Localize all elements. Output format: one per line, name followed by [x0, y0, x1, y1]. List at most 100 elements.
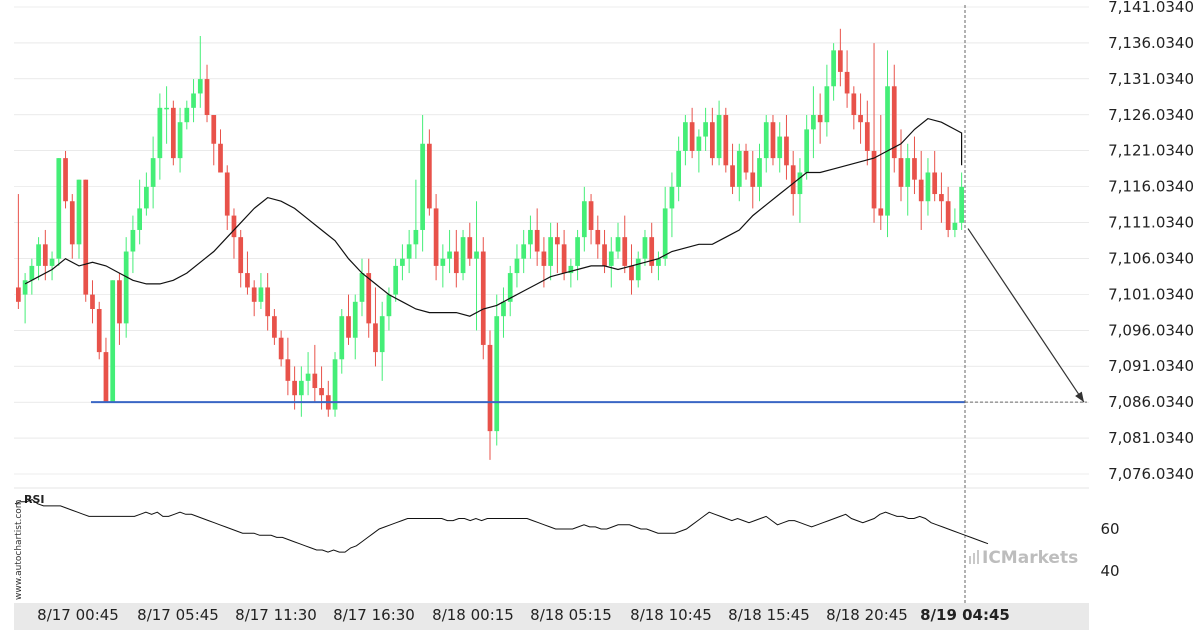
candle-body [837, 50, 843, 72]
candle-body [258, 287, 264, 302]
candle-body [507, 273, 513, 302]
candle-body [319, 388, 324, 396]
candle-body [90, 294, 95, 309]
candle-body [581, 201, 587, 238]
candle-body [298, 380, 304, 396]
candle-body [56, 158, 62, 259]
candle-body [447, 251, 452, 259]
price-tick-label: 7,141.0340 [1108, 0, 1194, 16]
price-tick-label: 7,121.0340 [1108, 142, 1194, 160]
price-tick-label: 7,111.0340 [1108, 214, 1194, 232]
rsi-label: RSI [24, 493, 45, 506]
candle-body [379, 316, 385, 353]
price-tick-label: 7,101.0340 [1108, 285, 1194, 303]
time-tick-label: 8/19 04:45 [920, 606, 1010, 624]
candle-body [16, 287, 21, 302]
candle-body [406, 244, 412, 259]
candle-body [480, 251, 486, 345]
candle-body [96, 308, 102, 353]
candle-body [251, 287, 257, 302]
candle-body [352, 301, 358, 338]
brand-bar-icon-3 [977, 550, 979, 564]
price-tick-label: 7,131.0340 [1108, 70, 1194, 88]
candle-body [285, 359, 291, 381]
price-tick-label: 7,116.0340 [1108, 178, 1194, 196]
candle-body [777, 136, 783, 159]
candle-body [49, 258, 55, 266]
rsi-tick-label: 60 [1100, 520, 1119, 538]
candle-body [63, 158, 68, 202]
candle-body [824, 86, 830, 123]
candle-body [683, 122, 688, 151]
candle-body [164, 107, 169, 110]
time-axis-labels: 8/17 00:45 8/17 05:45 8/17 11:30 8/17 16:30… [37, 606, 1010, 624]
candle-body [669, 186, 675, 209]
candle-body [905, 158, 911, 187]
projection-arrow [967, 228, 1085, 403]
candle-body [709, 122, 715, 159]
candle-body [817, 115, 823, 123]
candle-body [831, 50, 836, 87]
candle-body [312, 373, 318, 389]
candle-body [184, 107, 190, 123]
candle-body [197, 79, 203, 94]
candle-body [433, 208, 439, 266]
brand-text: ICMarkets [982, 548, 1078, 568]
candle-body [602, 244, 607, 266]
candle-body [656, 258, 661, 266]
candle-body [959, 186, 964, 223]
candle-body [170, 107, 176, 159]
candle-body [898, 158, 904, 187]
candle-body [595, 229, 601, 245]
candle-body [608, 251, 614, 266]
brand-bar-icon [969, 556, 971, 564]
candle-body [811, 115, 816, 130]
candle-body [150, 158, 156, 187]
candle-body [514, 258, 520, 274]
candle-body [662, 208, 668, 259]
price-axis-bg [1089, 0, 1200, 630]
candle-body [123, 251, 129, 324]
candle-body [332, 359, 338, 410]
candle-body [804, 129, 810, 173]
brand-bar-icon-2 [973, 553, 975, 564]
candle-body [427, 143, 432, 209]
candle-body [474, 251, 479, 259]
candle-body [649, 237, 655, 266]
candle-body [575, 237, 580, 266]
candle-body [912, 158, 917, 180]
candle-body [69, 201, 75, 245]
candle-body [42, 244, 48, 266]
time-tick-label: 8/17 16:30 [333, 606, 415, 624]
candle-body [939, 194, 944, 202]
candle-body [629, 265, 634, 281]
candle-body [83, 179, 89, 295]
time-tick-label: 8/17 11:30 [235, 606, 317, 624]
price-tick-label: 7,086.0340 [1108, 393, 1194, 411]
time-tick-label: 8/18 15:45 [728, 606, 810, 624]
candle-body [568, 265, 574, 274]
rsi-axis-labels: 60 40 [1100, 520, 1119, 580]
candle-body [413, 229, 419, 245]
candle-body [730, 165, 735, 187]
candle-body [770, 122, 776, 159]
price-tick-label: 7,091.0340 [1108, 357, 1194, 375]
candle-body [548, 237, 553, 266]
candle-body [265, 287, 271, 317]
candle-body [528, 229, 533, 245]
candle-body [696, 136, 702, 151]
candle-body [110, 280, 116, 403]
time-tick-label: 8/18 10:45 [630, 606, 712, 624]
candle-body [588, 201, 594, 230]
candle-body [501, 301, 506, 317]
candle-body [716, 115, 722, 159]
time-tick-label: 8/18 00:15 [432, 606, 514, 624]
candle-body [757, 158, 762, 187]
price-tick-label: 7,096.0340 [1108, 321, 1194, 339]
candle-body [22, 280, 28, 295]
candle-body [278, 337, 284, 360]
candle-body [177, 122, 183, 159]
candle-body [29, 265, 35, 281]
candle-body [157, 107, 163, 159]
candle-body [224, 172, 230, 216]
